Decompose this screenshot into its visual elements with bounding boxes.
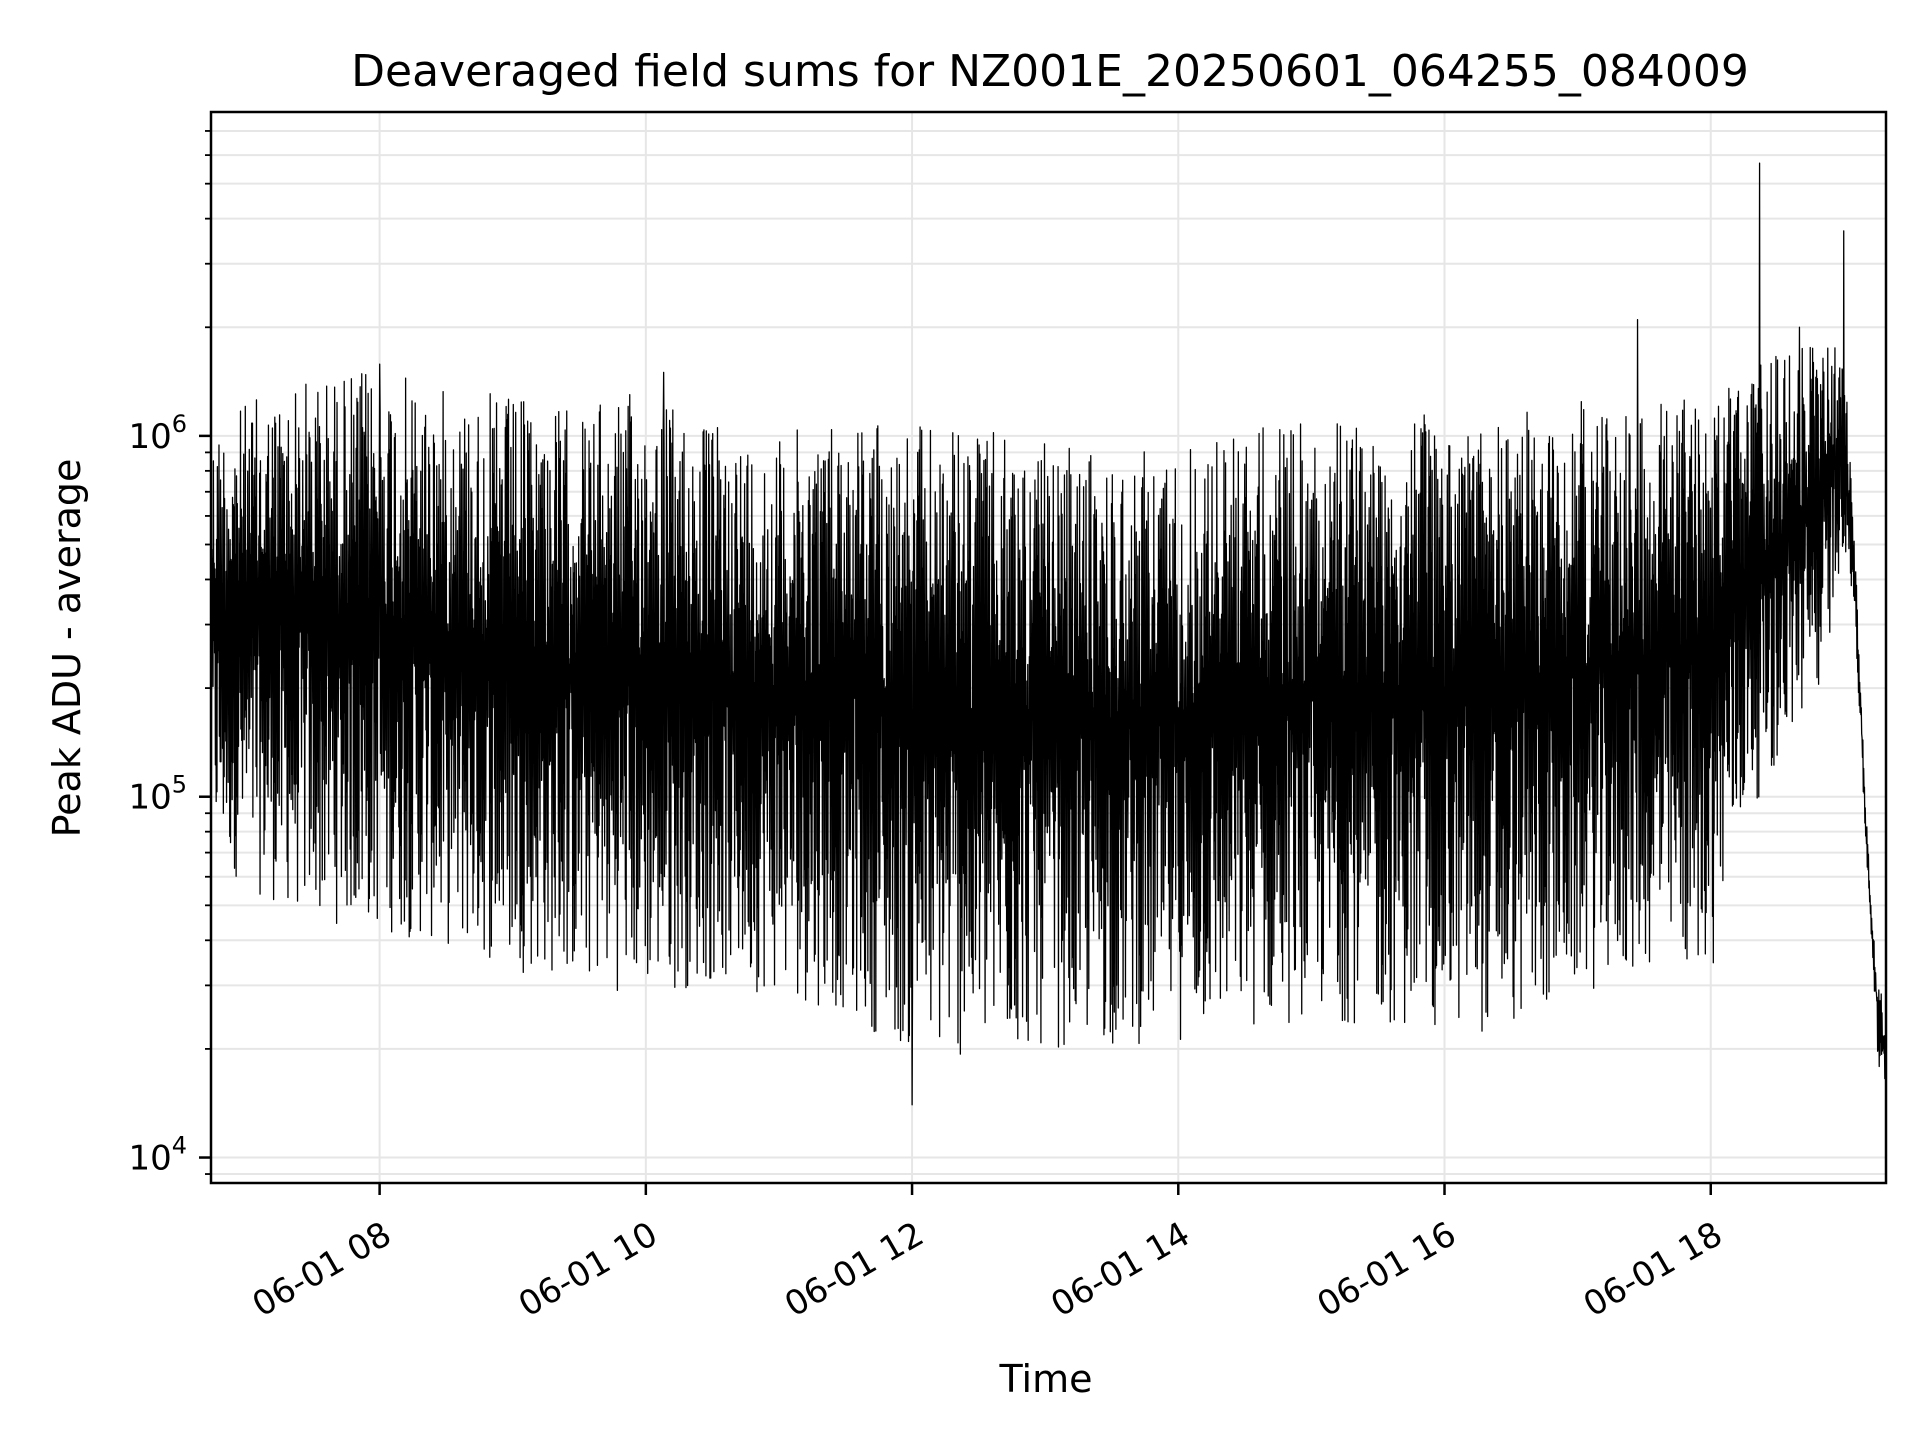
series-line: [210, 162, 1887, 1106]
y-tick-label: 104: [128, 1132, 187, 1179]
y-tick-label: 106: [128, 410, 187, 457]
y-tick-base: 10: [128, 417, 171, 457]
plot-frame: [209, 110, 1888, 1185]
y-tick-base: 10: [128, 778, 171, 818]
y-axis-label: Peak ADU - average: [45, 459, 89, 838]
y-tick-exponent: 5: [172, 771, 187, 799]
chart-title: Deaveraged field sums for NZ001E_2025060…: [351, 46, 1749, 97]
y-tick-label: 105: [128, 771, 187, 818]
y-tick-exponent: 4: [172, 1132, 187, 1160]
y-tick-base: 10: [128, 1139, 171, 1179]
series-path: [210, 162, 1887, 1106]
x-axis-label: Time: [999, 1357, 1093, 1401]
y-tick-exponent: 6: [172, 410, 187, 438]
